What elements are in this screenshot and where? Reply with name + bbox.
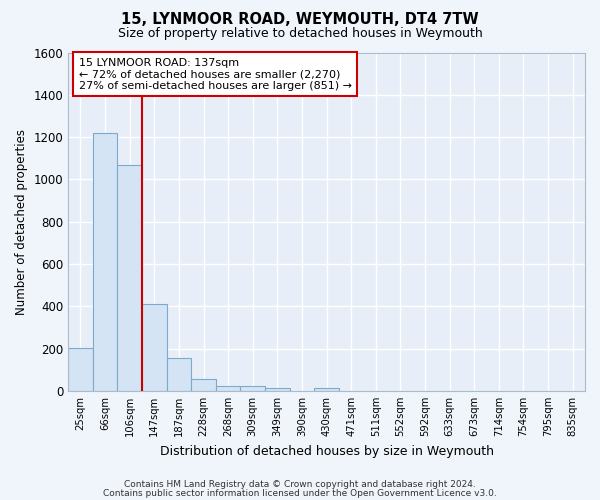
Bar [314, 388, 339, 391]
Bar [216, 386, 241, 391]
Bar [68, 348, 93, 391]
Bar [142, 304, 167, 391]
Bar [191, 380, 216, 391]
Text: Size of property relative to detached houses in Weymouth: Size of property relative to detached ho… [118, 28, 482, 40]
Bar [118, 164, 142, 391]
Bar [93, 133, 118, 391]
Bar [241, 386, 265, 391]
Text: 15 LYNMOOR ROAD: 137sqm
← 72% of detached houses are smaller (2,270)
27% of semi: 15 LYNMOOR ROAD: 137sqm ← 72% of detache… [79, 58, 352, 91]
Text: Contains HM Land Registry data © Crown copyright and database right 2024.: Contains HM Land Registry data © Crown c… [124, 480, 476, 489]
Y-axis label: Number of detached properties: Number of detached properties [15, 128, 28, 314]
X-axis label: Distribution of detached houses by size in Weymouth: Distribution of detached houses by size … [160, 444, 494, 458]
Bar [265, 388, 290, 391]
Text: 15, LYNMOOR ROAD, WEYMOUTH, DT4 7TW: 15, LYNMOOR ROAD, WEYMOUTH, DT4 7TW [121, 12, 479, 28]
Text: Contains public sector information licensed under the Open Government Licence v3: Contains public sector information licen… [103, 488, 497, 498]
Bar [167, 358, 191, 391]
